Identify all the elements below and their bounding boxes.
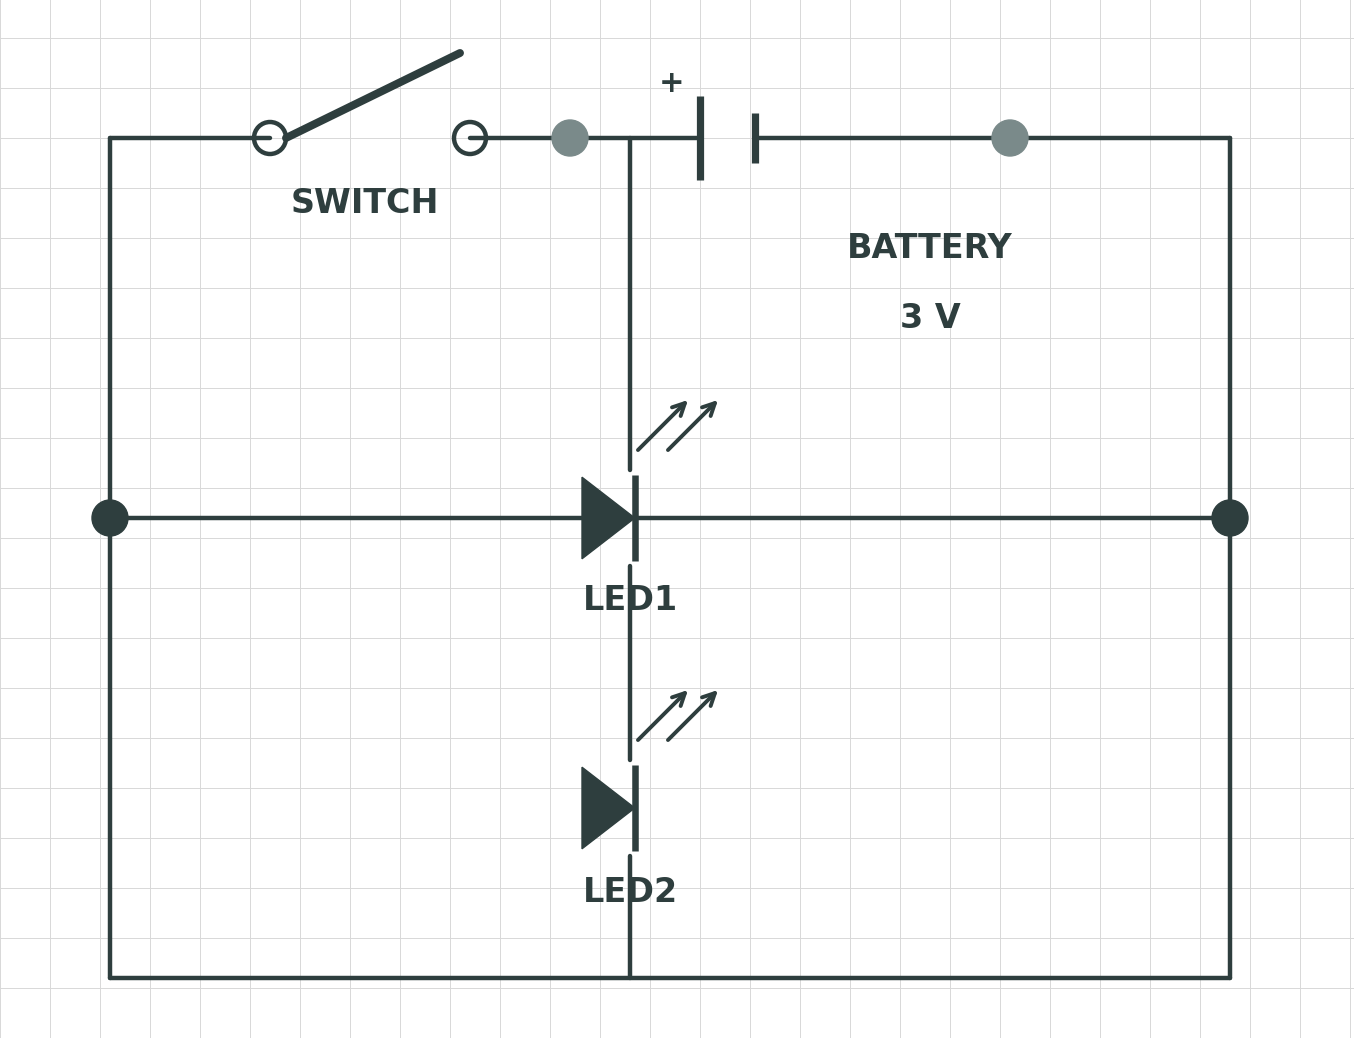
Polygon shape — [582, 767, 635, 849]
Polygon shape — [582, 477, 635, 558]
Text: LED2: LED2 — [582, 876, 677, 909]
Text: BATTERY: BATTERY — [848, 231, 1013, 265]
Text: SWITCH: SWITCH — [291, 187, 439, 219]
Circle shape — [92, 500, 129, 536]
Circle shape — [552, 120, 588, 156]
Circle shape — [1212, 500, 1248, 536]
Circle shape — [992, 120, 1028, 156]
Text: 3 V: 3 V — [899, 301, 960, 334]
Text: LED1: LED1 — [582, 583, 677, 617]
Text: +: + — [659, 69, 685, 98]
